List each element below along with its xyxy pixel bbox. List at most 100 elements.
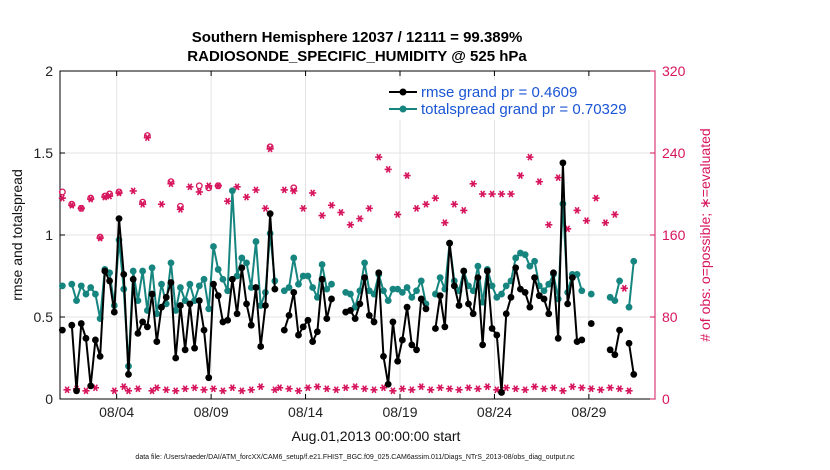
series-point-spread — [87, 284, 95, 291]
series-point-rmse — [521, 289, 529, 296]
obs-evaluated-marker — [587, 385, 595, 393]
series-point-spread — [630, 257, 638, 265]
series-point-spread — [228, 187, 236, 195]
series-point-spread — [247, 284, 255, 291]
x-tick-label: 08/04 — [99, 404, 134, 420]
obs-evaluated-marker — [120, 383, 128, 391]
series-point-rmse — [247, 321, 255, 329]
series-point-rmse — [318, 275, 326, 283]
obs-evaluated-marker — [611, 210, 619, 219]
series-point-rmse — [92, 336, 99, 344]
obs-possible-marker — [68, 200, 76, 208]
series-point-spread — [408, 293, 416, 301]
series-point-rmse — [328, 295, 335, 303]
series-point-spread — [323, 285, 331, 293]
series-point-rmse — [394, 357, 402, 365]
series-point-spread — [351, 303, 359, 311]
obs-evaluated-marker — [431, 194, 440, 202]
series-point-rmse — [191, 344, 198, 352]
series-point-rmse — [465, 300, 472, 308]
series-point-spread — [139, 267, 147, 275]
series-point-rmse — [450, 282, 458, 290]
obs-evaluated-marker — [190, 384, 199, 392]
series-point-spread — [521, 251, 529, 259]
series-point-rmse — [285, 311, 293, 319]
obs-evaluated-marker — [261, 204, 270, 212]
series-point-spread — [436, 274, 444, 282]
series-point-rmse — [436, 292, 444, 300]
series-point-spread — [394, 285, 402, 293]
obs-evaluated-marker — [110, 387, 118, 395]
series-point-rmse — [550, 269, 557, 277]
series-point-spread — [58, 282, 66, 290]
obs-evaluated-marker — [186, 183, 194, 191]
y-right-tick-label: 160 — [662, 227, 686, 243]
obs-evaluated-marker — [521, 386, 529, 394]
series-point-rmse — [224, 316, 232, 324]
obs-evaluated-marker — [615, 385, 624, 393]
obs-evaluated-marker — [540, 385, 548, 393]
series-point-rmse — [299, 323, 307, 331]
y-axis-label: rmse and totalspread — [9, 169, 25, 301]
obs-count-markers — [58, 132, 633, 395]
obs-evaluated-marker — [502, 384, 510, 392]
series-point-spread — [304, 272, 312, 280]
obs-evaluated-marker — [417, 383, 425, 391]
series-point-rmse — [186, 300, 194, 308]
series-point-rmse — [540, 295, 548, 303]
series-point-spread — [186, 280, 194, 288]
series-point-rmse — [295, 331, 302, 339]
obs-evaluated-marker — [497, 190, 506, 198]
obs-evaluated-marker — [337, 208, 345, 216]
series-point-spread — [531, 257, 538, 265]
chart-title-line2: RADIOSONDE_SPECIFIC_HUMIDITY @ 525 hPa — [187, 48, 527, 65]
obs-evaluated-marker — [148, 387, 156, 395]
obs-evaluated-marker — [275, 384, 284, 392]
series-point-rmse — [479, 341, 487, 349]
series-point-rmse — [125, 371, 132, 378]
series-point-rmse — [280, 326, 288, 334]
y-right-tick-label: 240 — [662, 145, 686, 161]
series-point-spread — [68, 280, 76, 288]
series-point-spread — [134, 297, 142, 304]
series-point-spread — [361, 259, 368, 267]
series-point-rmse — [446, 239, 453, 247]
obs-evaluated-marker — [474, 385, 482, 393]
series-point-rmse — [587, 320, 595, 327]
series-point-spread — [148, 264, 156, 272]
obs-evaluated-marker — [318, 212, 326, 220]
series-point-spread — [488, 282, 496, 290]
series-point-spread — [82, 290, 90, 298]
series-point-spread — [299, 272, 307, 280]
series-point-spread — [309, 284, 317, 291]
series-point-spread — [181, 297, 189, 304]
obs-evaluated-marker — [582, 217, 591, 225]
series-point-spread — [191, 297, 198, 304]
obs-evaluated-marker — [535, 178, 543, 186]
obs-possible-marker — [58, 188, 66, 196]
obs-evaluated-marker — [327, 201, 336, 209]
series-point-rmse — [361, 274, 368, 282]
obs-evaluated-marker — [323, 385, 331, 393]
series-point-spread — [328, 280, 335, 288]
series-point-rmse — [568, 274, 576, 282]
obs-evaluated-marker — [228, 384, 236, 392]
y-axis-left: 0 0.5 1 1.5 2 — [34, 63, 65, 407]
series-point-rmse — [498, 389, 505, 396]
x-axis: 08/04 08/09 08/14 08/19 08/24 08/29 — [99, 71, 607, 420]
obs-evaluated-marker — [238, 387, 246, 395]
y-axis-right-label: # of obs: o=possible; ∗=evaluated — [697, 128, 713, 341]
series-point-spread — [413, 287, 420, 295]
series-point-rmse — [304, 316, 312, 324]
obs-evaluated-marker — [304, 384, 312, 392]
obs-evaluated-marker — [290, 187, 298, 195]
obs-evaluated-marker — [601, 219, 610, 227]
series-point-rmse — [351, 315, 359, 323]
obs-evaluated-marker — [252, 186, 260, 194]
obs-evaluated-marker — [526, 153, 534, 161]
series-point-rmse — [68, 321, 76, 329]
series-point-spread — [502, 282, 510, 290]
series-point-rmse — [252, 284, 260, 291]
series-point-spread — [219, 275, 227, 283]
series-point-spread — [587, 290, 595, 298]
